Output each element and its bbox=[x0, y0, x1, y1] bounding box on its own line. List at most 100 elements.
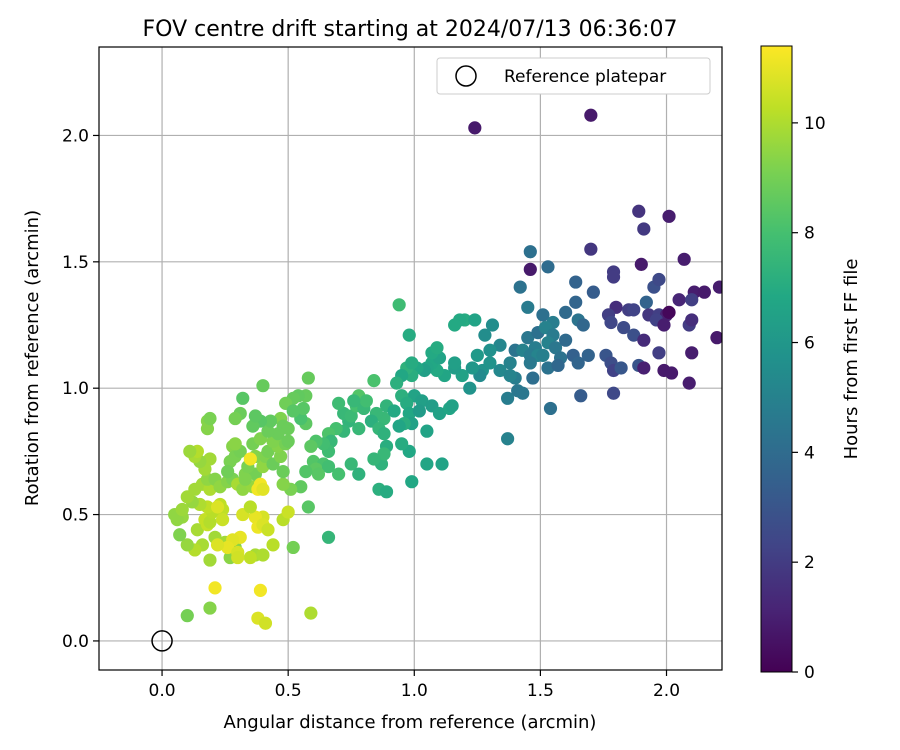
data-point bbox=[402, 406, 416, 421]
data-point bbox=[432, 406, 447, 421]
data-point bbox=[548, 341, 563, 355]
data-point bbox=[637, 361, 651, 375]
data-point bbox=[569, 295, 583, 309]
data-point bbox=[569, 275, 583, 289]
data-point bbox=[478, 328, 492, 342]
data-point bbox=[465, 361, 479, 375]
data-point bbox=[581, 348, 595, 362]
data-point bbox=[523, 262, 537, 277]
legend-box bbox=[436, 57, 711, 95]
data-point bbox=[415, 394, 429, 408]
data-point bbox=[516, 386, 530, 400]
data-point bbox=[276, 465, 290, 479]
data-point bbox=[256, 482, 270, 496]
data-point bbox=[387, 404, 401, 418]
data-point bbox=[584, 242, 598, 256]
data-point bbox=[685, 346, 699, 360]
data-point bbox=[493, 363, 507, 378]
data-point bbox=[470, 348, 484, 362]
data-point bbox=[420, 457, 434, 471]
data-point bbox=[672, 293, 686, 307]
colorbar-tick-label: 8 bbox=[804, 224, 815, 244]
data-point bbox=[263, 414, 278, 428]
data-point bbox=[521, 300, 535, 314]
x-tick-label: 0.5 bbox=[275, 681, 302, 701]
data-point bbox=[203, 601, 217, 615]
data-point bbox=[402, 328, 416, 342]
data-point bbox=[405, 356, 419, 370]
data-point bbox=[261, 444, 275, 458]
data-point bbox=[662, 305, 676, 319]
data-point bbox=[266, 538, 280, 552]
data-point bbox=[173, 528, 187, 542]
data-point bbox=[281, 434, 295, 448]
data-point bbox=[652, 346, 666, 360]
data-point bbox=[304, 439, 318, 453]
data-point bbox=[697, 285, 711, 299]
data-point bbox=[710, 331, 722, 345]
colorbar-tick-label: 6 bbox=[804, 334, 815, 354]
data-point bbox=[246, 419, 260, 433]
data-point bbox=[559, 333, 573, 347]
data-point bbox=[221, 465, 235, 479]
data-point bbox=[281, 422, 295, 436]
data-point bbox=[286, 404, 300, 418]
data-point bbox=[503, 368, 517, 383]
data-point bbox=[604, 315, 618, 330]
x-tick-label: 2.0 bbox=[653, 681, 680, 701]
colorbar: 0 2 4 6 8 10 Hours from first FF file bbox=[760, 45, 862, 683]
data-point bbox=[435, 457, 449, 471]
data-point bbox=[210, 500, 225, 514]
data-point bbox=[379, 485, 394, 499]
legend: Reference platepar bbox=[436, 57, 711, 95]
data-point bbox=[377, 447, 391, 461]
y-tick-label: 2.0 bbox=[62, 126, 89, 146]
data-point bbox=[468, 121, 482, 135]
data-point bbox=[584, 108, 598, 122]
data-points bbox=[168, 108, 722, 630]
data-point bbox=[203, 452, 217, 466]
data-point bbox=[617, 320, 631, 335]
data-point bbox=[536, 308, 550, 322]
data-point bbox=[574, 389, 588, 403]
data-point bbox=[299, 465, 313, 479]
data-point bbox=[243, 452, 257, 466]
data-point bbox=[627, 328, 641, 342]
x-axis-label: Angular distance from reference (arcmin) bbox=[224, 712, 597, 733]
data-point bbox=[485, 318, 500, 332]
data-point bbox=[483, 356, 497, 370]
data-point bbox=[208, 581, 222, 595]
data-point bbox=[637, 333, 651, 347]
data-point bbox=[180, 609, 194, 623]
data-point bbox=[637, 222, 651, 236]
data-point bbox=[256, 548, 270, 562]
data-point bbox=[367, 374, 381, 388]
data-point bbox=[352, 422, 366, 436]
data-point bbox=[586, 285, 600, 299]
data-point bbox=[301, 371, 315, 385]
x-tick-label: 1.5 bbox=[527, 681, 554, 701]
data-point bbox=[503, 356, 517, 370]
data-point bbox=[236, 482, 250, 496]
data-point bbox=[559, 305, 573, 319]
colorbar-gradient bbox=[760, 45, 793, 673]
data-point bbox=[294, 480, 308, 494]
chart-title: FOV centre drift starting at 2024/07/13 … bbox=[143, 17, 678, 42]
data-point bbox=[175, 502, 189, 517]
data-point bbox=[311, 467, 326, 481]
data-point bbox=[183, 444, 197, 458]
data-point bbox=[256, 459, 270, 474]
data-point bbox=[523, 356, 537, 370]
data-point bbox=[332, 467, 346, 481]
data-point bbox=[541, 361, 555, 375]
y-axis-label: Rotation from reference (arcmin) bbox=[22, 210, 43, 506]
data-point bbox=[367, 452, 381, 466]
data-point bbox=[190, 523, 204, 537]
data-point bbox=[685, 293, 699, 307]
colorbar-tick-label: 10 bbox=[804, 114, 826, 134]
data-point bbox=[448, 318, 462, 332]
data-point bbox=[445, 399, 459, 413]
colorbar-tick-label: 4 bbox=[804, 443, 815, 463]
legend-marker-open-circle bbox=[455, 65, 477, 87]
data-point bbox=[606, 270, 621, 284]
